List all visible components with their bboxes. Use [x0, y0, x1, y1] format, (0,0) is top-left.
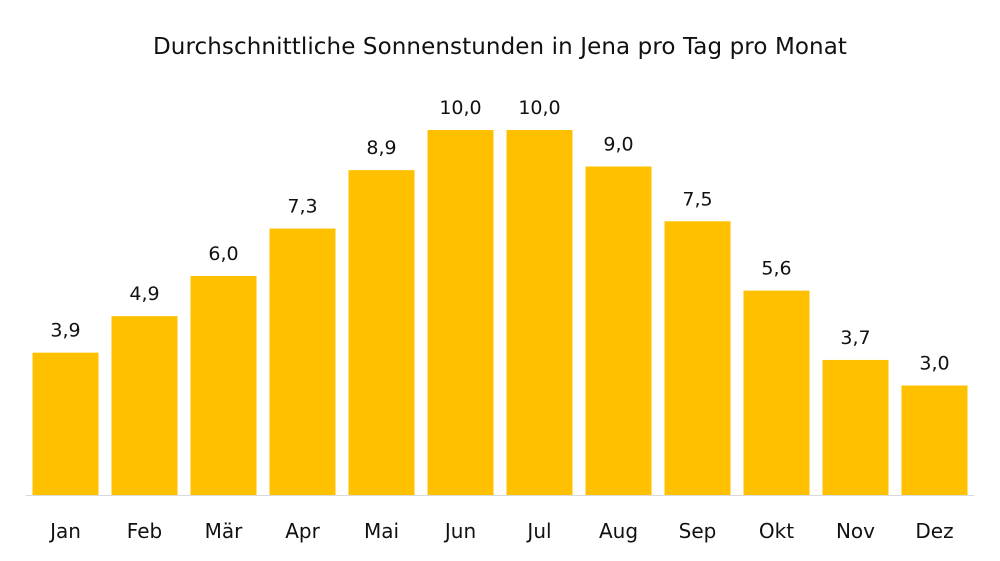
data-label-6: 10,0 [518, 97, 560, 119]
x-tick-label-4: Mai [364, 519, 399, 543]
bar-6 [506, 130, 573, 495]
bar-5 [427, 130, 494, 495]
x-tick-label-10: Nov [836, 519, 875, 543]
x-tick-label-9: Okt [759, 519, 794, 543]
bar-0 [32, 352, 99, 495]
bar-4 [348, 170, 415, 495]
data-label-2: 6,0 [208, 243, 238, 265]
data-label-1: 4,9 [129, 283, 159, 305]
x-tick-label-8: Sep [679, 519, 717, 543]
x-tick-label-0: Jan [48, 519, 81, 543]
value-labels-group: 3,9 4,9 6,0 7,3 8,9 10,0 10,0 9,0 7,5 5,6 3,7 3,0 [50, 97, 949, 375]
data-label-4: 8,9 [366, 137, 396, 159]
data-label-11: 3,0 [919, 353, 949, 375]
bar-7 [585, 166, 652, 495]
x-tick-label-5: Jun [443, 519, 476, 543]
tick-labels-group: Jan Feb Mär Apr Mai Jun Jul Aug Sep Okt Nov Dez [48, 519, 954, 543]
data-label-10: 3,7 [840, 327, 870, 349]
data-label-8: 7,5 [682, 188, 712, 210]
x-tick-label-1: Feb [127, 519, 162, 543]
bar-2 [190, 276, 257, 495]
x-tick-label-7: Aug [599, 519, 638, 543]
data-label-0: 3,9 [50, 320, 80, 342]
data-label-3: 7,3 [287, 196, 317, 218]
x-tick-label-2: Mär [205, 519, 244, 543]
bars-group [32, 130, 968, 496]
bar-10 [822, 359, 889, 495]
x-tick-label-6: Jul [525, 519, 551, 543]
bar-1 [111, 316, 178, 495]
data-label-5: 10,0 [439, 97, 481, 119]
bar-9 [743, 290, 810, 495]
x-tick-label-3: Apr [285, 519, 320, 543]
chart-title: Durchschnittliche Sonnenstunden in Jena … [152, 34, 848, 60]
bar-3 [269, 228, 336, 496]
bar-11 [901, 385, 968, 495]
data-label-9: 5,6 [761, 258, 791, 280]
x-tick-label-11: Dez [915, 519, 953, 543]
bar-8 [664, 221, 731, 495]
data-label-7: 9,0 [603, 134, 633, 156]
